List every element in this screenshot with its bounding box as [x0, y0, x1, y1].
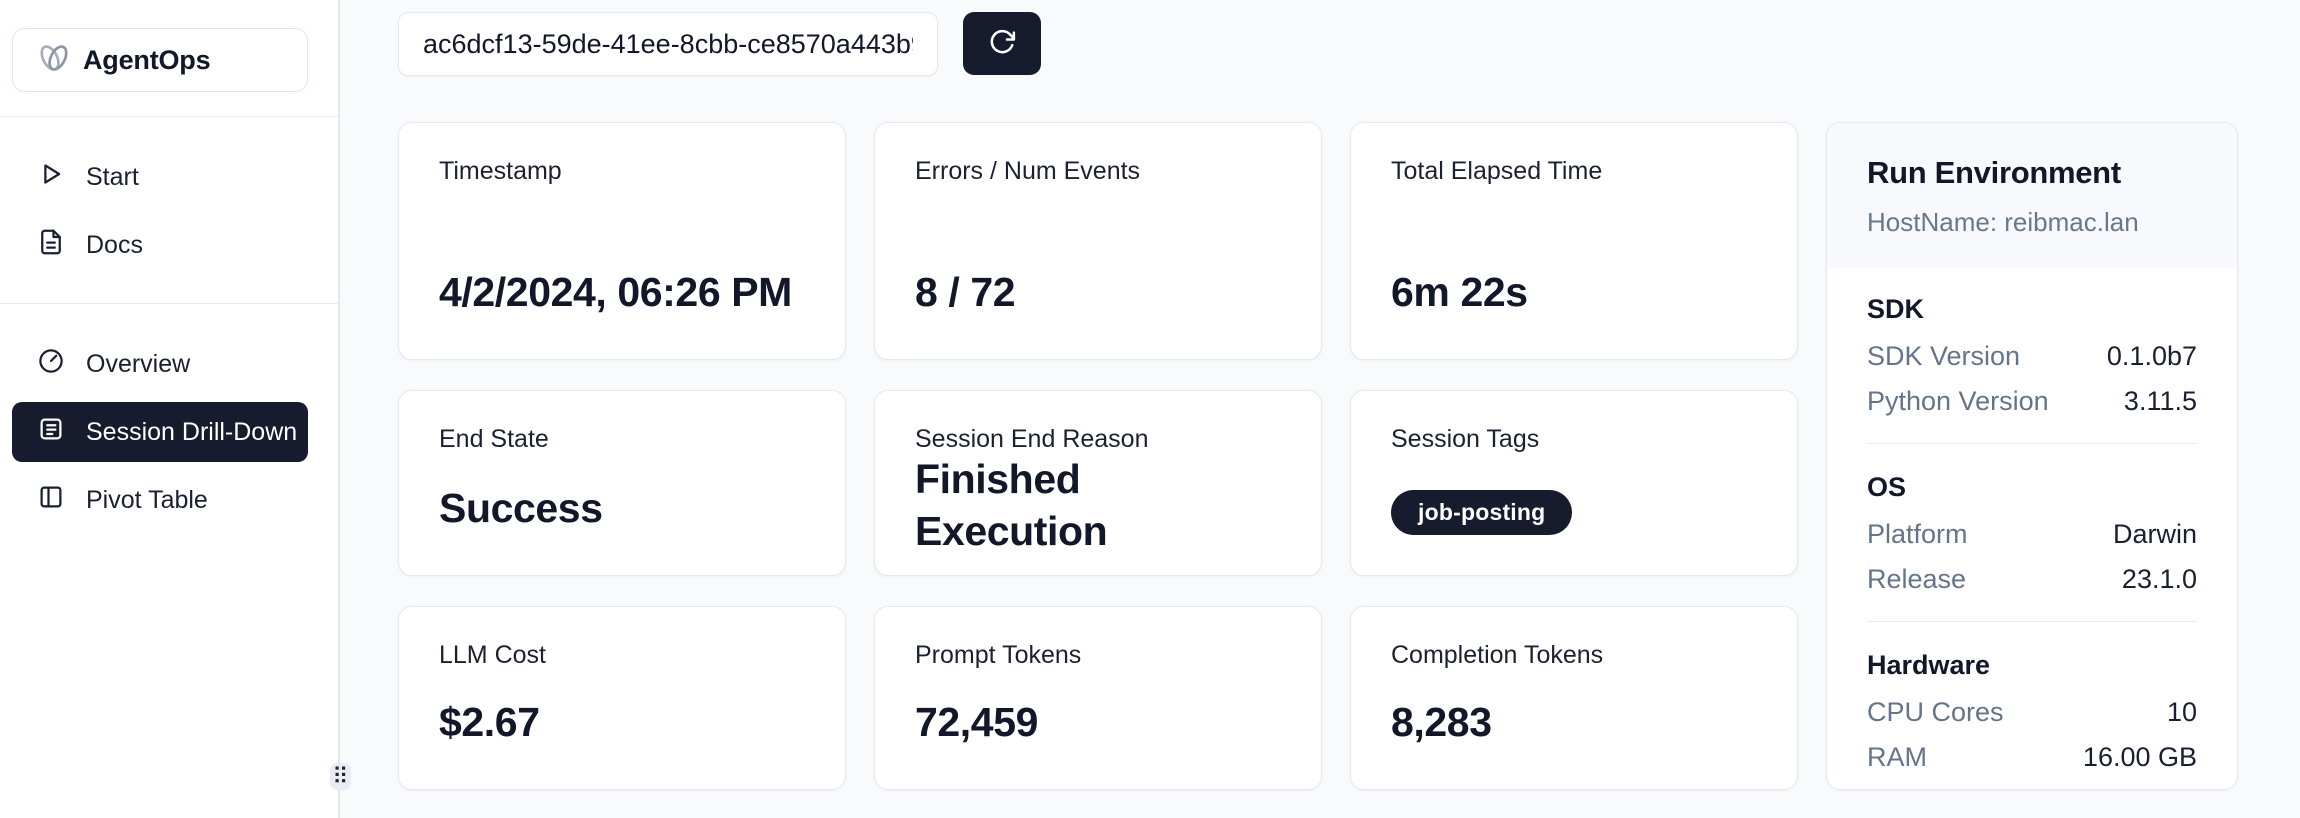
- env-divider: [1867, 443, 2197, 444]
- card-title: Completion Tokens: [1391, 641, 1604, 669]
- card-title: LLM Cost: [439, 641, 546, 669]
- document-icon: [36, 227, 66, 264]
- session-notes-icon: [36, 414, 66, 451]
- env-section-hardware: Hardware CPU Cores 10 RAM 16.00 GB: [1867, 650, 2197, 773]
- env-row-label: Platform: [1867, 519, 1968, 549]
- panel-layout-icon: [36, 482, 66, 519]
- main-content: Timestamp 4/2/2024, 06:26 PM Errors / Nu…: [340, 0, 2300, 818]
- topbar: [398, 12, 2300, 76]
- sidebar-divider: [0, 116, 338, 117]
- card-title: Session End Reason: [915, 425, 1149, 453]
- env-row-value: 3.11.5: [2123, 386, 2197, 416]
- env-row-label: Release: [1867, 564, 1967, 594]
- sidebar-item-docs[interactable]: Docs: [12, 215, 308, 275]
- sidebar-item-pivot-table[interactable]: Pivot Table: [12, 470, 308, 530]
- metric-card-session-end-reason: Session End Reason Finished Execution: [874, 390, 1322, 576]
- metric-card-timestamp: Timestamp 4/2/2024, 06:26 PM: [398, 122, 846, 360]
- env-section-os: OS Platform Darwin Release 23.1.0: [1867, 472, 2197, 595]
- card-title: Errors / Num Events: [915, 157, 1141, 185]
- card-value: 8 / 72: [915, 269, 1016, 316]
- agentops-logo[interactable]: AgentOps: [12, 28, 308, 92]
- sidebar-item-label: Overview: [86, 349, 191, 378]
- sidebar: AgentOps Start: [0, 0, 340, 818]
- agentops-logo-label: AgentOps: [83, 44, 211, 75]
- env-row-value: 10: [2166, 697, 2197, 727]
- sidebar-item-label: Session Drill-Down: [86, 417, 298, 446]
- session-tag-badge: job-posting: [1391, 490, 1573, 535]
- env-row-label: CPU Cores: [1867, 697, 2004, 727]
- env-row-python-version: Python Version 3.11.5: [1867, 386, 2197, 417]
- card-title: Total Elapsed Time: [1391, 157, 1603, 185]
- metric-card-llm-cost: LLM Cost $2.67: [398, 606, 846, 790]
- env-row-label: SDK Version: [1867, 341, 2021, 371]
- env-row-release: Release 23.1.0: [1867, 564, 2197, 595]
- env-row-value: Darwin: [2112, 519, 2197, 549]
- card-value: 4/2/2024, 06:26 PM: [439, 269, 792, 316]
- run-environment-panel: Run Environment HostName: reibmac.lan SD…: [1826, 122, 2238, 790]
- sidebar-item-overview[interactable]: Overview: [12, 334, 308, 394]
- gauge-icon: [36, 346, 66, 383]
- refresh-button[interactable]: [963, 12, 1041, 75]
- card-value: $2.67: [439, 699, 540, 746]
- env-row-value: 0.1.0b7: [2106, 341, 2197, 371]
- card-title: Prompt Tokens: [915, 641, 1082, 669]
- sidebar-nav-pages: Overview Session Drill-Down: [0, 334, 338, 530]
- card-value: 72,459: [915, 699, 1039, 746]
- run-environment-header: Run Environment HostName: reibmac.lan: [1827, 123, 2237, 268]
- hostname-text: HostName: reibmac.lan: [1867, 207, 2139, 237]
- card-title: End State: [439, 425, 549, 453]
- env-row-sdk-version: SDK Version 0.1.0b7: [1867, 341, 2197, 372]
- sidebar-item-label: Start: [86, 162, 139, 191]
- env-row-label: Python Version: [1867, 386, 2049, 416]
- env-row-ram: RAM 16.00 GB: [1867, 742, 2197, 773]
- env-row-value: 16.00 GB: [2082, 742, 2197, 772]
- sidebar-nav-top: Start Docs: [0, 147, 338, 275]
- card-title: Timestamp: [439, 157, 562, 185]
- env-section-sdk: SDK SDK Version 0.1.0b7 Python Version 3…: [1867, 294, 2197, 417]
- refresh-icon: [987, 27, 1017, 60]
- card-value: 8,283: [1391, 699, 1492, 746]
- grip-dots-icon: [335, 766, 346, 788]
- session-id-input[interactable]: [398, 12, 938, 76]
- env-row-cpu-cores: CPU Cores 10: [1867, 697, 2197, 728]
- run-environment-body: SDK SDK Version 0.1.0b7 Python Version 3…: [1827, 268, 2237, 789]
- sidebar-item-label: Pivot Table: [86, 485, 208, 514]
- env-divider: [1867, 621, 2197, 622]
- metric-card-total-elapsed-time: Total Elapsed Time 6m 22s: [1350, 122, 1798, 360]
- metric-card-session-tags: Session Tags job-posting: [1350, 390, 1798, 576]
- agentops-logo-icon: [35, 41, 73, 80]
- env-row-label: RAM: [1867, 742, 1927, 772]
- sidebar-item-label: Docs: [86, 230, 143, 259]
- metric-card-end-state: End State Success: [398, 390, 846, 576]
- sidebar-item-start[interactable]: Start: [12, 147, 308, 207]
- card-value: Success: [439, 485, 603, 532]
- card-value: Finished Execution: [915, 456, 1108, 554]
- card-value: 6m 22s: [1391, 269, 1528, 316]
- sidebar-item-session-drill-down[interactable]: Session Drill-Down: [12, 402, 308, 462]
- metric-card-completion-tokens: Completion Tokens 8,283: [1350, 606, 1798, 790]
- env-section-heading: Hardware: [1867, 650, 1991, 680]
- env-row-platform: Platform Darwin: [1867, 519, 2197, 550]
- metrics-grid: Timestamp 4/2/2024, 06:26 PM Errors / Nu…: [398, 122, 2300, 790]
- metric-card-errors-num-events: Errors / Num Events 8 / 72: [874, 122, 1322, 360]
- sidebar-divider: [0, 303, 338, 304]
- env-row-value: 23.1.0: [2121, 564, 2197, 594]
- play-icon: [36, 159, 66, 196]
- env-section-heading: OS: [1867, 472, 1907, 502]
- run-environment-title: Run Environment: [1867, 155, 2121, 190]
- card-title: Session Tags: [1391, 425, 1540, 453]
- metric-card-prompt-tokens: Prompt Tokens 72,459: [874, 606, 1322, 790]
- env-section-heading: SDK: [1867, 294, 1925, 324]
- sidebar-resize-handle[interactable]: [330, 763, 351, 790]
